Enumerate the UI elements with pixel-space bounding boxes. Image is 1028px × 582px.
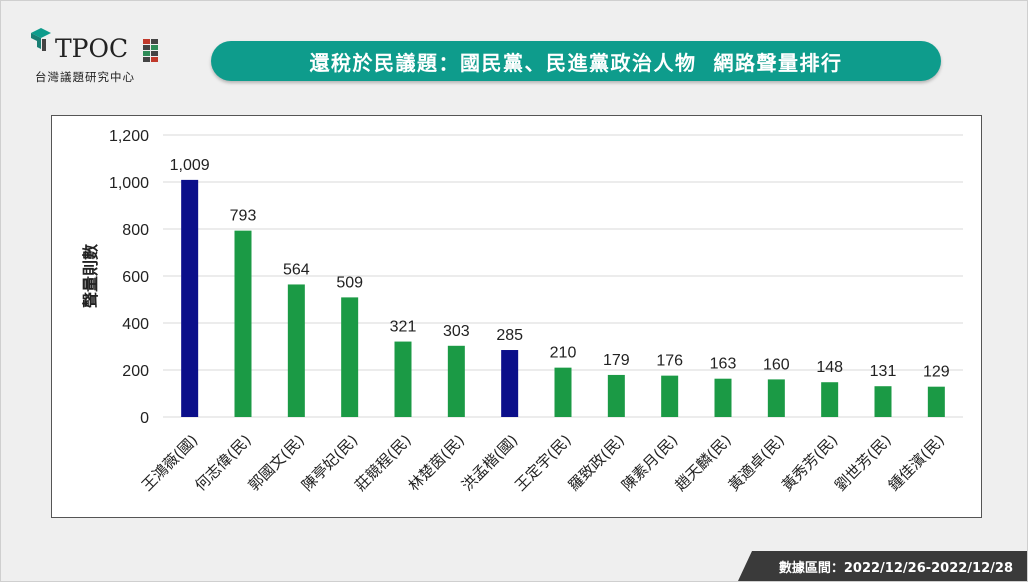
date-range-footer: 數據區間：2022/12/26-2022/12/28 xyxy=(738,551,1027,581)
chart-title-banner: 還稅於民議題：國民黨、民進黨政治人物 網路聲量排行 xyxy=(211,41,941,81)
x-tick-label: 何志偉(民) xyxy=(191,431,254,494)
x-tick-label: 洪孟楷(國) xyxy=(458,431,521,494)
x-tick-label: 劉世芳(民) xyxy=(831,431,894,494)
y-tick-label: 200 xyxy=(122,363,149,380)
y-axis: 0 200 400 600 800 1,000 1,200 xyxy=(109,128,149,427)
bar xyxy=(287,284,305,417)
logo-mark-icon xyxy=(31,28,51,51)
y-tick-label: 800 xyxy=(122,222,149,239)
bar xyxy=(234,230,252,417)
bar xyxy=(181,179,199,417)
bar-value-label: 321 xyxy=(390,319,417,336)
date-range-text: 數據區間：2022/12/26-2022/12/28 xyxy=(778,560,1013,576)
bar-value-label: 210 xyxy=(550,345,577,362)
bars xyxy=(181,179,945,417)
bar xyxy=(394,341,412,417)
bar xyxy=(661,375,679,417)
y-tick-label: 400 xyxy=(122,316,149,333)
bar-value-label: 129 xyxy=(923,364,950,381)
value-labels: 1,009 793 564 509 321 303 285 210 179 176 163 160 14… xyxy=(170,157,950,381)
y-tick-label: 600 xyxy=(122,269,149,286)
x-tick-label: 郭國文(民) xyxy=(245,431,308,494)
x-axis-labels: 王鴻薇(國)何志偉(民)郭國文(民)陳亭妃(民)莊競程(民)林楚茵(民)洪孟楷(… xyxy=(138,431,948,494)
bar xyxy=(874,386,892,417)
bar-value-label: 148 xyxy=(816,359,843,376)
x-tick-label: 羅致政(民) xyxy=(565,431,628,494)
x-tick-label: 陳亭妃(民) xyxy=(298,431,361,494)
x-tick-label: 陳素月(民) xyxy=(618,431,681,494)
bar-value-label: 564 xyxy=(283,261,310,278)
y-tick-label: 1,200 xyxy=(109,128,149,145)
x-tick-label: 趙天麟(民) xyxy=(671,431,734,494)
chart-panel: 0 200 400 600 800 1,000 1,200 1,009 793 564 509 32… xyxy=(51,115,982,518)
bar-value-label: 176 xyxy=(656,353,683,370)
x-tick-label: 林楚茵(民) xyxy=(405,431,468,494)
page-title: 還稅於民議題：國民黨、民進黨政治人物 網路聲量排行 xyxy=(309,50,843,75)
bar-value-label: 160 xyxy=(763,356,790,373)
bar xyxy=(447,345,465,417)
bar xyxy=(501,350,519,417)
bar-value-label: 179 xyxy=(603,352,630,369)
x-tick-label: 黃適卓(民) xyxy=(725,431,788,494)
x-tick-label: 黃秀芳(民) xyxy=(778,431,841,494)
x-tick-label: 王定宇(民) xyxy=(511,431,574,494)
x-tick-label: 鍾佳濱(民) xyxy=(885,431,948,494)
bar xyxy=(821,382,839,417)
bar-value-label: 793 xyxy=(230,208,257,225)
logo-name: TPOC xyxy=(55,34,129,63)
bar xyxy=(767,379,785,417)
bar xyxy=(554,367,572,417)
tpoc-logo: TPOC 台灣議題研究中心 xyxy=(29,27,169,85)
bar-value-label: 131 xyxy=(870,363,897,380)
bar-value-label: 303 xyxy=(443,323,470,340)
bar xyxy=(714,378,732,417)
bar xyxy=(341,297,359,417)
bar xyxy=(927,386,945,417)
x-tick-label: 莊競程(民) xyxy=(351,431,414,494)
bar-value-label: 285 xyxy=(496,327,523,344)
bar-value-label: 509 xyxy=(336,274,363,291)
bar-value-label: 163 xyxy=(710,356,737,373)
y-axis-title: 聲量則數 xyxy=(81,244,100,308)
logo-grid-icon xyxy=(143,39,158,62)
x-tick-label: 王鴻薇(國) xyxy=(138,431,201,494)
bar xyxy=(607,374,625,417)
y-tick-label: 0 xyxy=(140,410,149,427)
bar-value-label: 1,009 xyxy=(170,157,210,174)
y-tick-label: 1,000 xyxy=(109,175,149,192)
bar-chart: 0 200 400 600 800 1,000 1,200 1,009 793 564 509 32… xyxy=(81,128,963,495)
logo-subtitle: 台灣議題研究中心 xyxy=(35,70,135,84)
